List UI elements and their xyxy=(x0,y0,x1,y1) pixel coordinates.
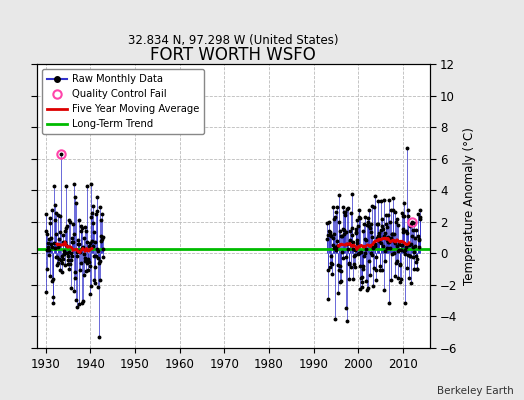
Text: 32.834 N, 97.298 W (United States): 32.834 N, 97.298 W (United States) xyxy=(128,34,339,47)
Y-axis label: Temperature Anomaly (°C): Temperature Anomaly (°C) xyxy=(463,127,476,285)
Text: Berkeley Earth: Berkeley Earth xyxy=(437,386,514,396)
Legend: Raw Monthly Data, Quality Control Fail, Five Year Moving Average, Long-Term Tren: Raw Monthly Data, Quality Control Fail, … xyxy=(42,69,204,134)
Title: FORT WORTH WSFO: FORT WORTH WSFO xyxy=(150,46,316,64)
